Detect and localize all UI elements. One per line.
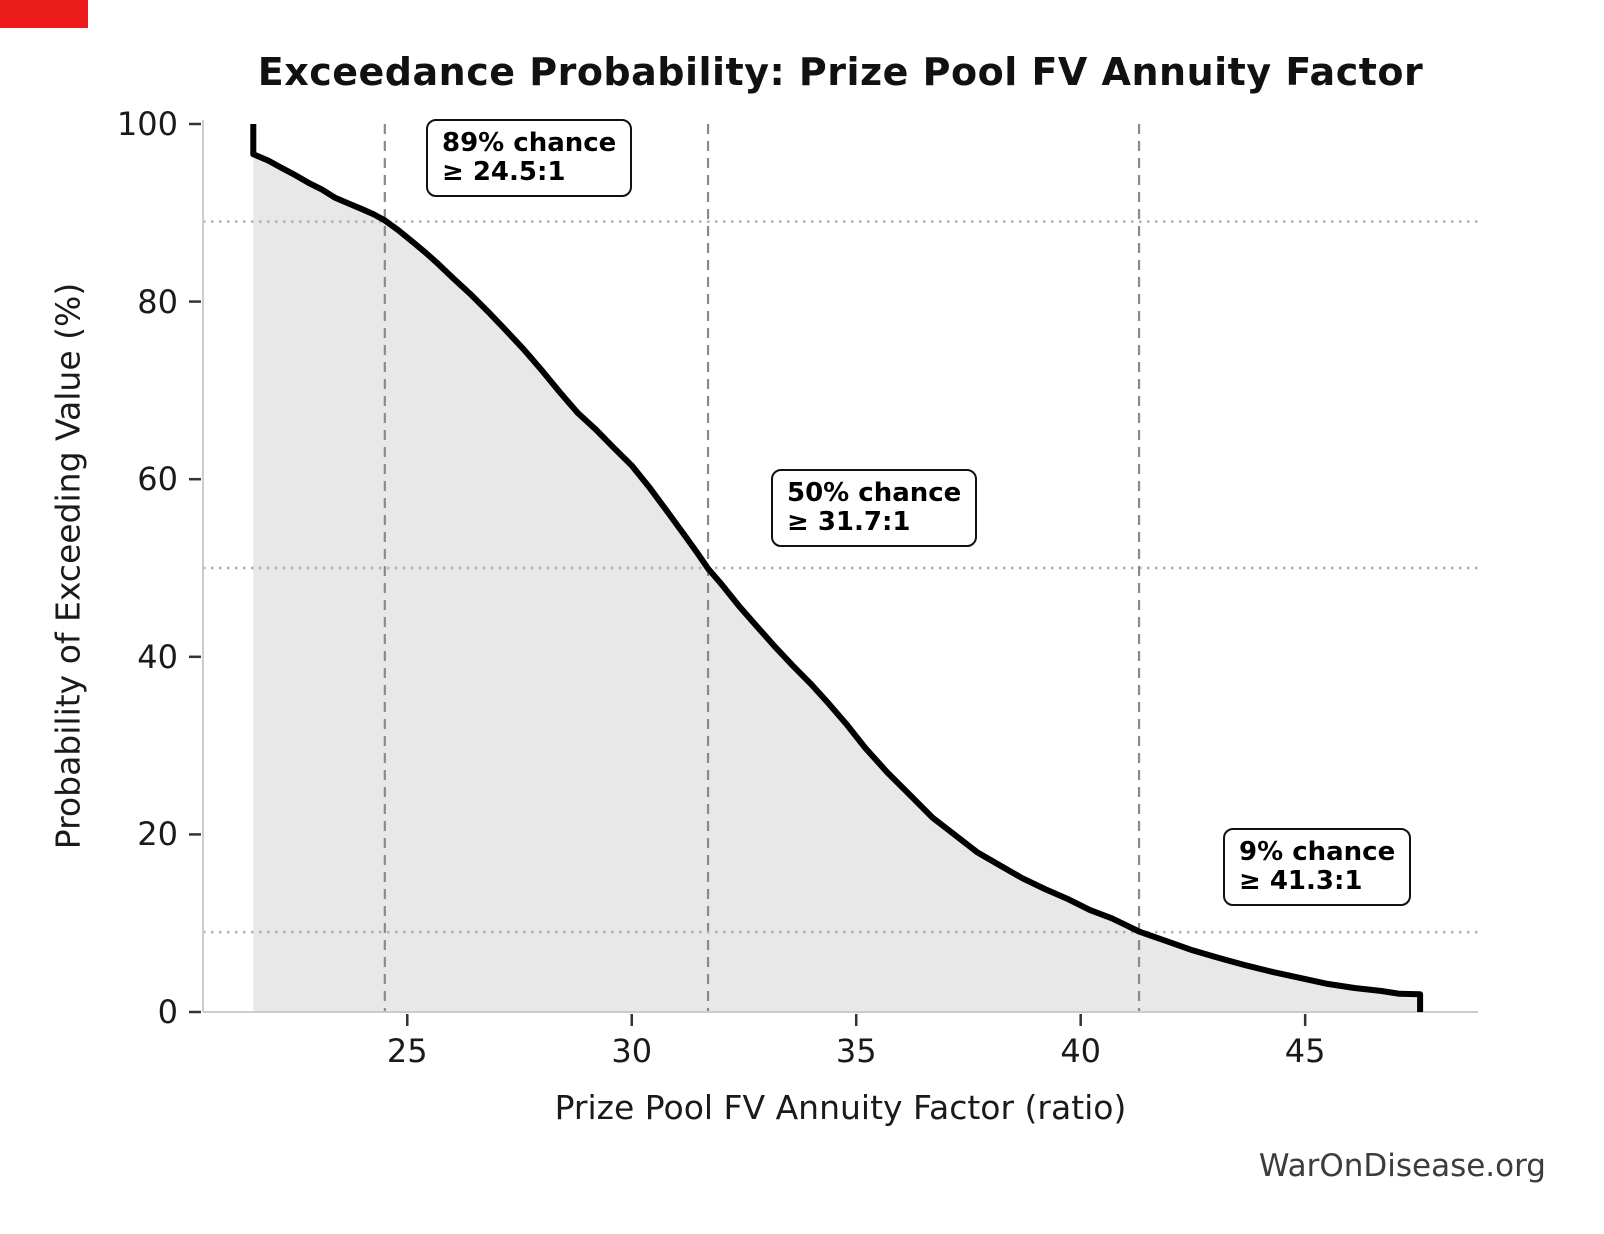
x-tick-label: 40: [1060, 1032, 1102, 1070]
annotation-9pct-chance: 9% chance ≥ 41.3:1: [1223, 828, 1412, 906]
annotation-line: ≥ 41.3:1: [1239, 866, 1363, 896]
annotation-line: ≥ 31.7:1: [787, 507, 911, 537]
y-tick-label: 60: [137, 460, 178, 499]
x-tick-label: 45: [1284, 1032, 1326, 1070]
annotation-89pct-chance: 89% chance ≥ 24.5:1: [426, 119, 633, 197]
annotation-line: 50% chance: [787, 478, 962, 508]
y-axis-label: Probability of Exceeding Value (%): [48, 282, 88, 850]
y-tick-label: 40: [137, 637, 178, 676]
y-tick-label: 80: [137, 282, 178, 321]
y-tick-label: 100: [116, 105, 178, 143]
red-corner-marker: [0, 0, 88, 28]
annotation-line: 9% chance: [1239, 837, 1396, 867]
x-tick-label: 35: [835, 1032, 877, 1070]
annotation-50pct-chance: 50% chance ≥ 31.7:1: [771, 469, 978, 547]
x-tick-label: 30: [611, 1032, 653, 1070]
annotation-line: ≥ 24.5:1: [442, 157, 566, 187]
x-axis-label: Prize Pool FV Annuity Factor (ratio): [554, 1088, 1127, 1127]
watermark: WarOnDisease.org: [1258, 1148, 1546, 1184]
chart-title: Exceedance Probability: Prize Pool FV An…: [257, 50, 1424, 94]
x-tick-label: 25: [386, 1032, 428, 1070]
y-tick-label: 20: [137, 815, 178, 854]
y-tick-label: 0: [157, 993, 178, 1031]
annotation-line: 89% chance: [442, 128, 617, 158]
